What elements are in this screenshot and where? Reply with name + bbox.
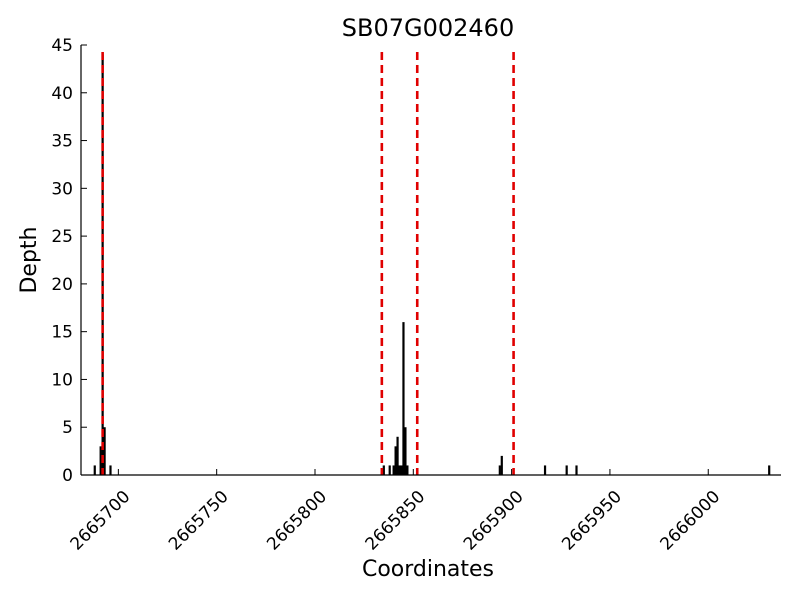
x-tick-label-0: 2665700	[67, 487, 135, 555]
depth-bar-12	[402, 322, 405, 475]
x-tick-label-3: 2665850	[362, 487, 430, 555]
x-tick-label-5: 2665950	[558, 487, 626, 555]
y-tick-label-5: 25	[51, 227, 73, 247]
y-tick-label-6: 30	[51, 179, 73, 199]
depth-bar-6	[388, 465, 391, 475]
depth-bar-4	[109, 465, 112, 475]
plot-area	[93, 52, 771, 476]
x-tick-label-6: 2666000	[657, 487, 725, 555]
y-ticks: 0 5 10 15 20 25 30 35 40 45	[51, 36, 87, 486]
y-tick-label-4: 20	[51, 275, 73, 295]
depth-bar-17	[543, 465, 547, 475]
depth-bar-5	[382, 465, 385, 475]
x-tick-label-2: 2665800	[263, 487, 331, 555]
depth-bar-19	[575, 465, 578, 475]
x-axis-label: Coordinates	[362, 557, 494, 582]
y-axis-label: Depth	[17, 226, 42, 293]
x-ticks: 2665700 2665750 2665800 2665850 2665900 26659…	[67, 469, 725, 555]
y-tick-label-1: 5	[62, 418, 73, 438]
y-tick-label-8: 40	[51, 84, 73, 104]
depth-bar-8	[394, 446, 397, 475]
depth-bar-9	[396, 436, 399, 475]
depth-bar-11	[400, 465, 403, 475]
depth-bar-10	[398, 465, 401, 475]
depth-bar-16	[500, 455, 503, 475]
depth-bar-13	[404, 427, 407, 475]
y-tick-label-7: 35	[51, 132, 73, 152]
depth-bar-14	[406, 465, 409, 475]
depth-bar-7	[392, 465, 395, 475]
depth-bar-1	[99, 446, 102, 475]
y-tick-label-3: 15	[51, 323, 73, 343]
depth-bar-18	[565, 465, 568, 475]
depth-bar-15	[498, 465, 501, 475]
depth-bar-0	[93, 465, 96, 475]
y-tick-label-9: 45	[51, 36, 73, 56]
y-tick-label-2: 10	[51, 370, 73, 390]
depth-bar-3	[103, 427, 106, 475]
x-tick-label-4: 2665900	[460, 487, 528, 555]
chart-title: SB07G002460	[342, 14, 514, 42]
y-tick-label-0: 0	[62, 466, 73, 486]
x-tick-label-1: 2665750	[165, 487, 233, 555]
depth-bar-20	[768, 465, 771, 475]
